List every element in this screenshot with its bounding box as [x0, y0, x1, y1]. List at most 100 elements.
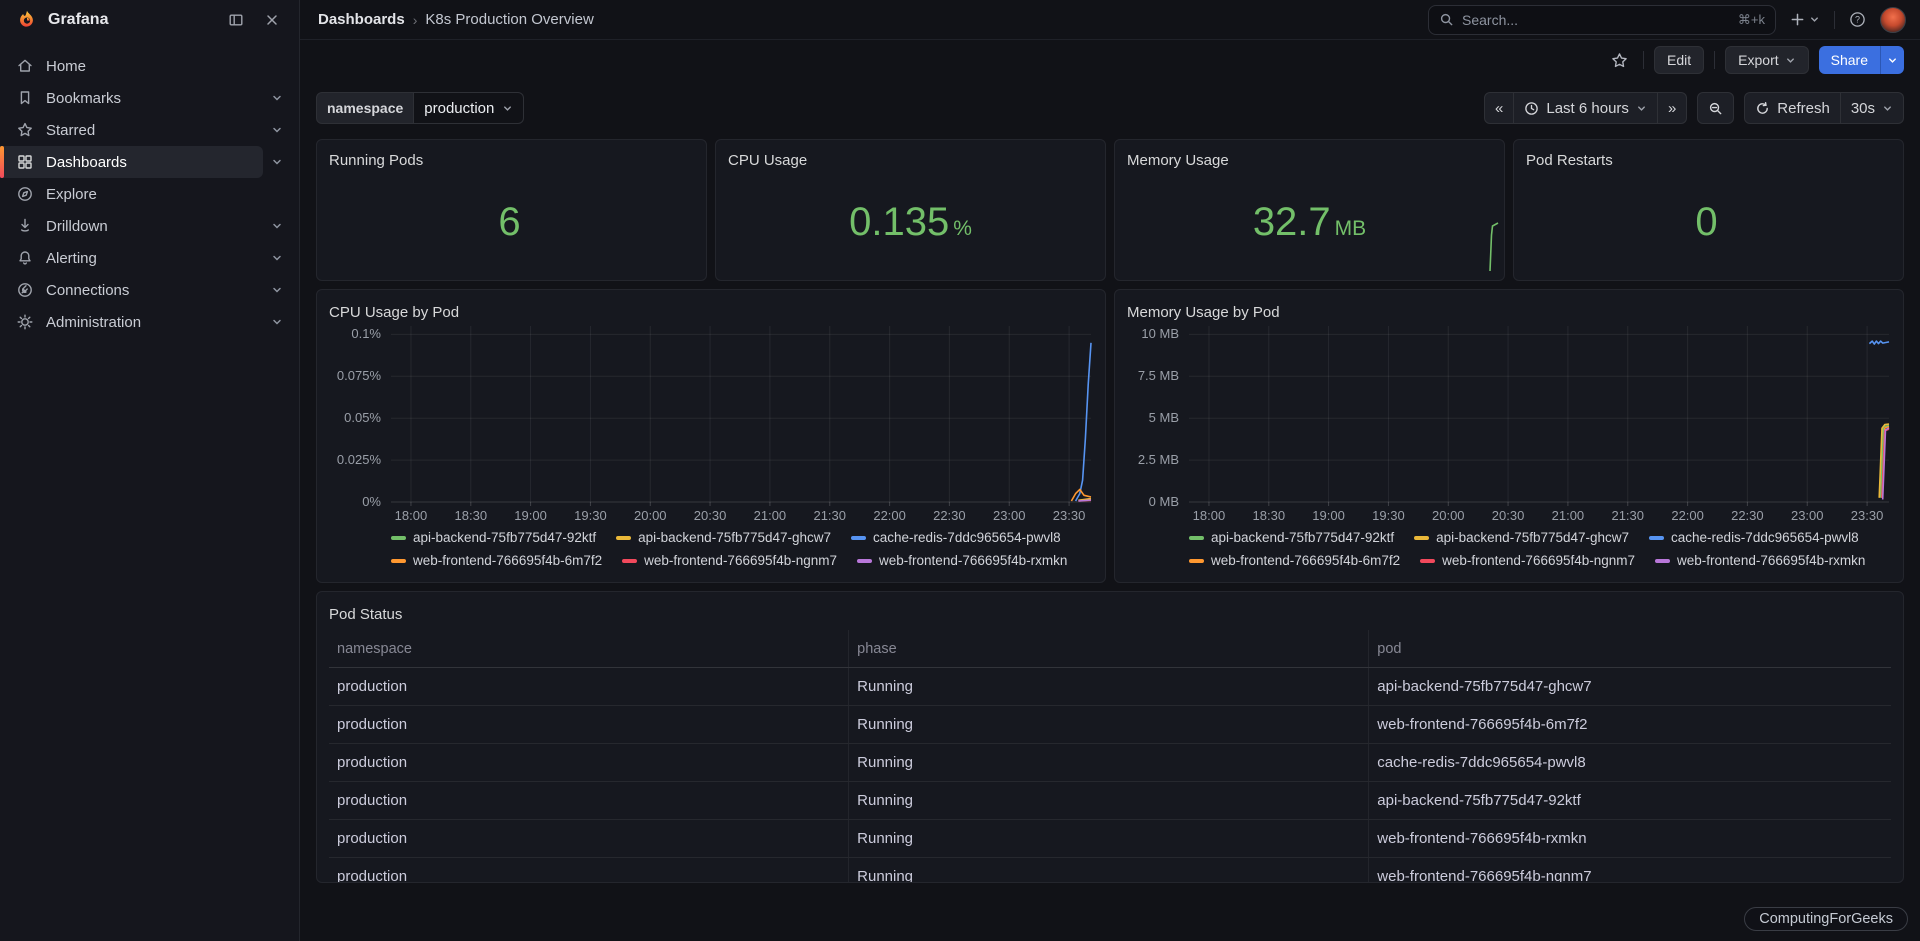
table-row[interactable]: production Running web-frontend-766695f4b-… [329, 820, 1891, 858]
panel-title: Pod Status [329, 605, 403, 623]
share-button[interactable]: Share [1818, 46, 1880, 74]
x-tick-label: 18:30 [454, 508, 488, 523]
chevron-down-icon[interactable] [263, 284, 291, 296]
export-button[interactable]: Export [1725, 46, 1809, 74]
sidebar-item-drilldown[interactable]: Drilldown [0, 210, 263, 242]
cell-pod: web-frontend-766695f4b-rxmkn [1377, 830, 1587, 847]
namespace-select[interactable]: production [414, 92, 525, 124]
legend-item-web-frontend-766695f4b-6m7f2[interactable]: web-frontend-766695f4b-6m7f2 [391, 553, 602, 568]
sidebar-item-label: Dashboards [46, 153, 127, 171]
cell-pod: web-frontend-766695f4b-6m7f2 [1377, 716, 1588, 733]
zoom-out-button[interactable] [1697, 92, 1735, 124]
legend-item-api-backend-75fb775d47-92ktf[interactable]: api-backend-75fb775d47-92ktf [391, 530, 596, 545]
table-row[interactable]: production Running web-frontend-766695f4b-… [329, 706, 1891, 744]
sidebar-item-dashboards[interactable]: Dashboards [0, 146, 263, 178]
time-shift-forward-button[interactable]: » [1657, 92, 1688, 124]
double-chevron-left-icon: « [1495, 99, 1504, 117]
edit-button[interactable]: Edit [1654, 46, 1705, 74]
column-header-namespace[interactable]: namespace [329, 630, 850, 667]
table-row[interactable]: production Running cache-redis-7ddc965654-… [329, 744, 1891, 782]
legend-item-web-frontend-766695f4b-ngnm7[interactable]: web-frontend-766695f4b-ngnm7 [1420, 553, 1635, 568]
time-shift-back-button[interactable]: « [1484, 92, 1515, 124]
chevron-down-icon[interactable] [263, 92, 291, 104]
chart-legend: api-backend-75fb775d47-92ktf api-backend-… [329, 526, 1091, 572]
chevron-down-icon[interactable] [263, 316, 291, 328]
sidebar-row-alerting: Alerting [0, 242, 291, 274]
chevron-down-icon [502, 103, 513, 114]
chevron-down-icon[interactable] [263, 252, 291, 264]
variable-namespace: namespace production [316, 92, 525, 124]
legend-item-api-backend-75fb775d47-92ktf[interactable]: api-backend-75fb775d47-92ktf [1189, 530, 1394, 545]
sidebar-row-dashboards: Dashboards [0, 146, 291, 178]
new-button[interactable] [1786, 5, 1824, 35]
legend-item-api-backend-75fb775d47-ghcw7[interactable]: api-backend-75fb775d47-ghcw7 [1414, 530, 1629, 545]
favorite-star-icon[interactable] [1605, 46, 1633, 74]
legend-row: api-backend-75fb775d47-92ktf api-backend-… [391, 526, 1091, 549]
legend-item-cache-redis-7ddc965654-pwvl8[interactable]: cache-redis-7ddc965654-pwvl8 [851, 530, 1061, 545]
sidebar-item-starred[interactable]: Starred [0, 114, 263, 146]
cell-pod: api-backend-75fb775d47-92ktf [1377, 792, 1581, 809]
table-row[interactable]: production Running api-backend-75fb775d47-… [329, 668, 1891, 706]
plot-area[interactable] [1189, 326, 1890, 506]
chevron-down-icon[interactable] [263, 156, 291, 168]
legend-item-cache-redis-7ddc965654-pwvl8[interactable]: cache-redis-7ddc965654-pwvl8 [1649, 530, 1859, 545]
sidebar-item-connections[interactable]: Connections [0, 274, 263, 306]
star-icon [16, 121, 34, 139]
x-tick-label: 22:30 [1731, 508, 1764, 523]
sidebar-item-bookmarks[interactable]: Bookmarks [0, 82, 263, 114]
time-controls: « Last 6 hours » [1474, 92, 1904, 124]
legend-swatch-icon [391, 558, 406, 563]
search-placeholder: Search... [1462, 11, 1519, 28]
share-dropdown-button[interactable] [1880, 46, 1904, 74]
help-icon[interactable]: ? [1845, 5, 1870, 35]
y-tick-label: 0.025% [336, 452, 381, 468]
panel-title: CPU Usage by Pod [329, 303, 460, 321]
top-nav: Dashboards › K8s Production Overview Sea… [300, 0, 1920, 40]
chevron-down-icon [1809, 14, 1820, 25]
dock-sidebar-icon[interactable] [223, 7, 249, 33]
divider [1834, 10, 1835, 29]
table-row[interactable]: production Running api-backend-75fb775d47-… [329, 782, 1891, 820]
breadcrumb-dashboards-link[interactable]: Dashboards [318, 11, 405, 28]
column-header-phase[interactable]: phase [849, 630, 1370, 667]
legend-item-web-frontend-766695f4b-rxmkn[interactable]: web-frontend-766695f4b-rxmkn [1655, 553, 1865, 568]
search-input[interactable]: Search... ⌘+k [1428, 4, 1776, 35]
cell-phase: Running [849, 668, 1370, 705]
refresh-interval-select[interactable]: 30s [1840, 92, 1904, 124]
time-range-picker[interactable]: Last 6 hours [1514, 92, 1658, 124]
sidebar-item-explore[interactable]: Explore [0, 178, 291, 210]
plug-icon [16, 281, 34, 299]
legend-item-web-frontend-766695f4b-6m7f2[interactable]: web-frontend-766695f4b-6m7f2 [1189, 553, 1400, 568]
stat-row: Running Pods 6 CPU Usage 0.135 % Memory … [316, 139, 1904, 281]
plot-area[interactable] [391, 326, 1092, 506]
legend-label: api-backend-75fb775d47-92ktf [1211, 530, 1395, 545]
panel-memory-usage: Memory Usage 32.7 MB [1114, 139, 1505, 281]
chevron-down-icon[interactable] [263, 124, 291, 136]
sidebar-item-alerting[interactable]: Alerting [0, 242, 263, 274]
sidebar-item-home[interactable]: Home [0, 50, 291, 82]
table-row[interactable]: production Running web-frontend-766695f4b-… [329, 858, 1891, 882]
x-tick-label: 22:00 [1671, 508, 1704, 523]
series-line-web-frontend-766695f4b-rxmkn [1881, 427, 1890, 500]
column-header-pod[interactable]: pod [1377, 640, 1402, 657]
x-tick-label: 18:00 [1192, 508, 1226, 523]
chevron-down-icon[interactable] [263, 220, 291, 232]
divider [1643, 51, 1645, 69]
grafana-logo-icon[interactable] [16, 9, 38, 31]
stat-number: 32.7 [1252, 200, 1331, 244]
x-tick-label: 23:30 [1052, 508, 1086, 523]
x-tick-label: 22:00 [873, 508, 906, 523]
watermark-badge: ComputingForGeeks [1744, 907, 1908, 931]
refresh-icon [1755, 101, 1770, 116]
legend-item-web-frontend-766695f4b-ngnm7[interactable]: web-frontend-766695f4b-ngnm7 [622, 553, 837, 568]
close-sidebar-icon[interactable] [259, 7, 285, 33]
panel-title: Memory Usage [1127, 151, 1229, 169]
refresh-interval-label: 30s [1850, 99, 1875, 117]
sidebar-row-administration: Administration [0, 306, 291, 338]
legend-item-api-backend-75fb775d47-ghcw7[interactable]: api-backend-75fb775d47-ghcw7 [616, 530, 831, 545]
legend-item-web-frontend-766695f4b-rxmkn[interactable]: web-frontend-766695f4b-rxmkn [857, 553, 1067, 568]
refresh-button[interactable]: Refresh [1744, 92, 1841, 124]
user-avatar[interactable] [1880, 6, 1906, 33]
legend-swatch-icon [1649, 535, 1665, 540]
sidebar-item-administration[interactable]: Administration [0, 306, 263, 338]
